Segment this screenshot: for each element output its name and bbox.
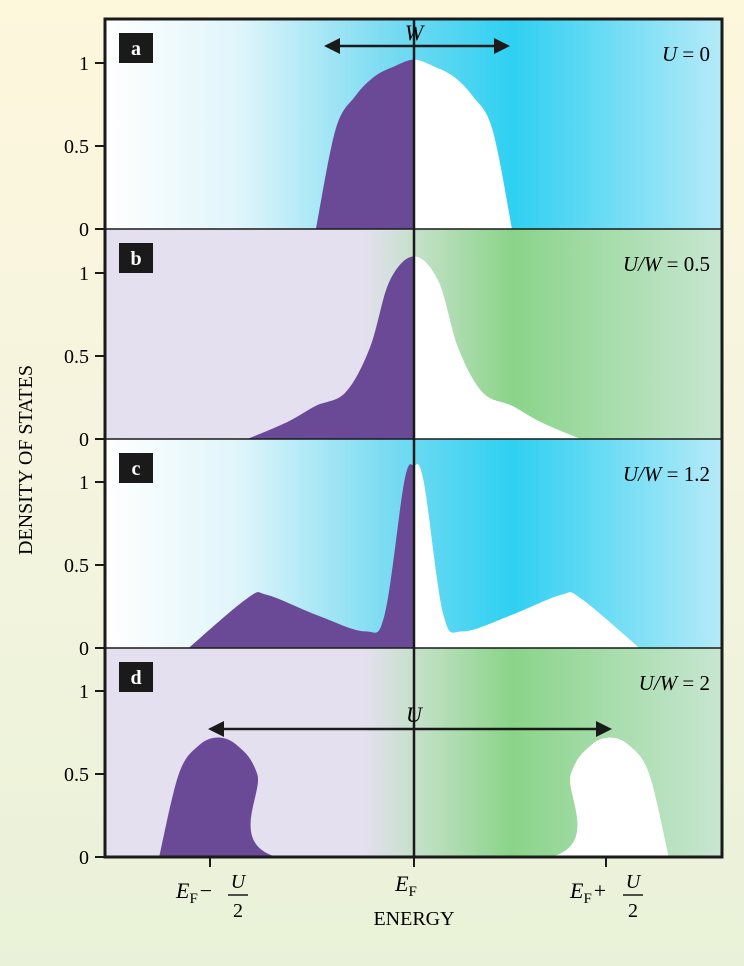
panel-regime-label: U/W = 0.5	[623, 252, 710, 276]
svg-text:U: U	[626, 871, 642, 893]
gap-arrow: U	[208, 702, 612, 737]
svg-text:U: U	[231, 871, 247, 893]
panel-d-empty-states	[414, 737, 669, 857]
y-tick-label: 1	[79, 53, 89, 75]
y-tick-label: 0	[79, 638, 89, 660]
svg-text:2: 2	[233, 900, 243, 922]
y-tick-label: 0	[79, 429, 89, 451]
gap-arrow-label: U	[406, 702, 424, 727]
y-tick-label: 1	[79, 472, 89, 494]
panel-a-empty-states	[414, 59, 512, 229]
svg-text:EF−: EF−	[175, 878, 212, 907]
y-axis-ticks: 0 0.5 1 0 0.5 1 0 0.5 1 0 0.5 1	[64, 53, 105, 869]
svg-text:EF: EF	[394, 871, 417, 900]
y-tick-label: 0	[79, 219, 89, 241]
panel-c-empty-states	[414, 464, 640, 648]
panel-d-occupied-states	[159, 737, 414, 857]
y-tick-label: 0.5	[64, 555, 89, 577]
panel-b-empty-states	[414, 256, 581, 439]
x-axis-title: ENERGY	[373, 908, 454, 930]
y-tick-label: 0.5	[64, 136, 89, 158]
y-axis-title: DENSITY OF STATES	[15, 365, 37, 555]
y-tick-label: 1	[79, 263, 89, 285]
panel-tag-letter: b	[130, 248, 141, 270]
panel-c-occupied-states	[188, 464, 414, 648]
y-tick-label: 0	[79, 847, 89, 869]
x-tick-label-fermi: EF	[394, 871, 417, 900]
panel-tags: a U = 0 b U/W = 0.5 c U/W = 1.2 d U/W = 2	[119, 33, 710, 695]
panel-regime-label: U = 0	[662, 42, 710, 66]
x-tick-label-plus: EF+ U 2	[569, 871, 643, 922]
panel-tag-box	[119, 243, 153, 273]
panel-tag-box	[119, 662, 153, 692]
x-tick-label-minus: EF− U 2	[175, 871, 248, 922]
y-tick-label: 0.5	[64, 764, 89, 786]
panel-regime-label: U/W = 1.2	[623, 462, 710, 486]
dos-curves	[159, 59, 669, 857]
width-arrow: W	[324, 20, 510, 54]
panel-tag-box	[119, 33, 153, 63]
panel-b-occupied-states	[247, 256, 414, 439]
panel-a-occupied-states	[316, 59, 414, 229]
panel-regime-label: U/W = 2	[639, 671, 710, 695]
y-tick-label: 0.5	[64, 346, 89, 368]
panel-tag-box	[119, 453, 153, 483]
panel-tag-letter: a	[131, 38, 141, 60]
width-arrow-label: W	[405, 20, 425, 45]
panel-tag-letter: d	[130, 667, 141, 689]
y-tick-label: 1	[79, 681, 89, 703]
panel-tag-letter: c	[132, 458, 141, 480]
svg-text:EF+: EF+	[569, 878, 606, 907]
svg-text:2: 2	[628, 900, 638, 922]
